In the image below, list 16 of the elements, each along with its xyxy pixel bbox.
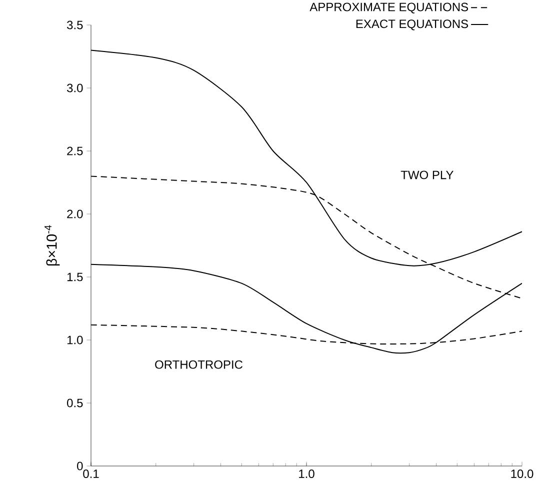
annotation: ORTHOTROPIC <box>155 360 243 369</box>
y-tick-label: 1.5 <box>67 272 83 282</box>
y-tick-label: 2.0 <box>67 210 83 218</box>
x-tick-label: 1.0 <box>299 470 314 478</box>
y-tick-label: 0 <box>77 462 83 470</box>
y-tick-label: 3.0 <box>67 84 83 92</box>
x-tick-label: 0.1 <box>83 470 99 478</box>
y-tick-label: 0.5 <box>67 398 83 408</box>
y-axis-title: β×10$^{-4}$ <box>44 225 60 266</box>
y-tick-label: 1.0 <box>67 336 83 344</box>
x-tick-label: 10.0 <box>511 470 534 478</box>
legend-label: EXACT EQUATIONS <box>356 20 468 30</box>
annotation: TWO PLY <box>400 170 454 180</box>
y-tick-label: 3.5 <box>67 20 83 30</box>
legend-label: APPROXIMATE EQUATIONS <box>310 2 468 14</box>
y-tick-label: 2.5 <box>67 146 83 156</box>
